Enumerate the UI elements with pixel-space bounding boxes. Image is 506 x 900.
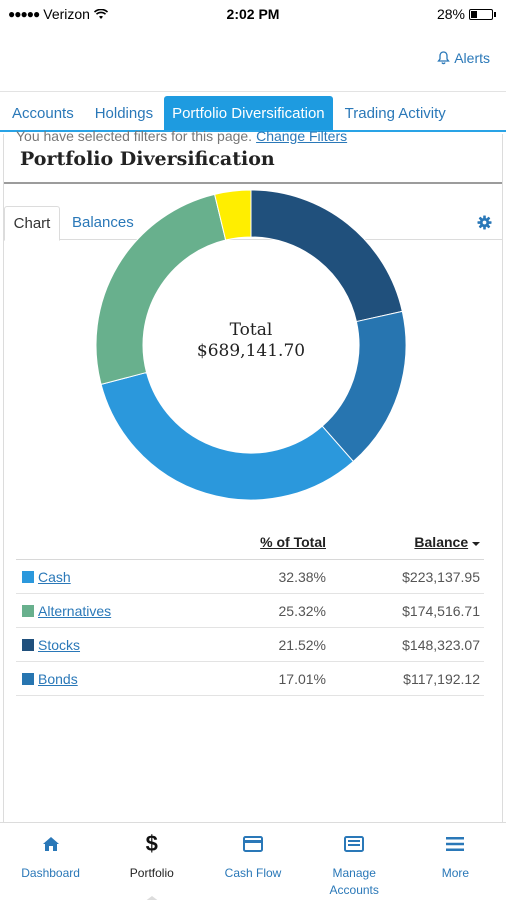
tab-holdings[interactable]: Holdings [94,105,154,122]
gear-icon[interactable] [477,215,492,230]
active-indicator [143,896,160,900]
nav-dashboard[interactable]: Dashboard [0,823,101,900]
tab-trading-activity[interactable]: Trading Activity [344,105,446,122]
content-panel: Portfolio Diversification Chart Balances [3,134,503,824]
nav-dashboard-label: Dashboard [21,866,80,880]
table-row: Bonds 17.01% $117,192.12 [16,662,484,696]
table-row: Stocks 21.52% $148,323.07 [16,628,484,662]
status-bar: ●●●●● Verizon 2:02 PM 28% [0,0,506,28]
bell-icon [437,51,451,65]
tab-accounts[interactable]: Accounts [12,105,74,122]
carrier-info: ●●●●● Verizon [8,6,108,22]
balance-value: $174,516.71 [402,603,480,619]
home-icon [42,837,59,851]
legend-swatch [22,571,34,583]
menu-icon [446,837,465,851]
filter-message: You have selected filters for this page.… [16,128,347,144]
donut-slice-other[interactable] [214,190,252,241]
change-filters-link[interactable]: Change Filters [256,128,348,144]
nav-manage-accounts[interactable]: Manage Accounts [304,823,405,900]
nav-cash-flow-label: Cash Flow [224,866,282,880]
table-header: % of Total Balance [16,530,484,560]
tab-balances[interactable]: Balances [72,214,134,231]
nav-portfolio[interactable]: $ Portfolio [101,823,202,900]
nav-cash-flow[interactable]: Cash Flow [202,823,303,900]
clock: 2:02 PM [226,6,280,22]
wifi-icon [93,8,108,19]
alerts-label: Alerts [454,50,490,66]
diversification-donut-chart [96,190,406,500]
sort-desc-icon [472,542,480,546]
pct-of-total-value: 17.01% [278,671,326,687]
legend-swatch [22,673,34,685]
bottom-nav: Dashboard $ Portfolio Cash Flow Manage A… [0,822,506,900]
battery-icon [469,8,493,20]
accounts-icon [344,836,365,852]
alerts-button[interactable]: Alerts [437,50,490,66]
donut-center-label: Total $689,141.70 [96,320,406,362]
balance-value: $117,192.12 [403,671,480,687]
filter-text: You have selected filters for this page. [16,128,253,144]
signal-strength: ●●●●● [8,7,40,21]
holding-category-link[interactable]: Bonds [38,671,78,687]
tab-portfolio-diversification[interactable]: Portfolio Diversification [164,96,333,130]
table-row: Alternatives 25.32% $174,516.71 [16,594,484,628]
pct-of-total-value: 21.52% [278,637,326,653]
nav-portfolio-label: Portfolio [129,866,174,880]
legend-swatch [22,605,34,617]
main-tabs: Accounts Holdings Portfolio Diversificat… [0,96,506,132]
nav-more-label: More [441,866,470,880]
holding-category-link[interactable]: Stocks [38,637,81,653]
pct-of-total-value: 25.32% [278,603,326,619]
battery: 28% [437,6,496,22]
balance-value: $148,323.07 [402,637,480,653]
donut-slice-stocks[interactable] [250,190,403,323]
holding-category-link[interactable]: Alternatives [38,603,112,619]
total-label: Total [229,320,273,340]
balance-value: $223,137.95 [402,569,480,585]
pct-of-total-value: 32.38% [278,569,326,585]
diversification-table: % of Total Balance Cash 32.38% $223,137.95… [16,530,484,696]
donut-slice-cash[interactable] [100,371,354,500]
nav-manage-accounts-label: Manage Accounts [329,866,379,897]
battery-percent: 28% [436,6,465,22]
column-balance[interactable]: Balance [414,534,480,550]
total-value: $689,141.70 [196,341,306,361]
page-title: Portfolio Diversification [4,134,502,184]
nav-more[interactable]: More [405,823,506,900]
card-icon [243,836,263,852]
sub-tabs: Chart Balances [4,206,502,241]
dollar-icon: $ [145,831,158,856]
app-header: Alerts [0,28,506,92]
table-row: Cash 32.38% $223,137.95 [16,560,484,594]
holding-category-link[interactable]: Cash [38,569,71,585]
column-pct-of-total[interactable]: % of Total [260,534,326,550]
carrier-name: Verizon [43,6,90,22]
legend-swatch [22,639,34,651]
tab-chart[interactable]: Chart [4,206,60,241]
